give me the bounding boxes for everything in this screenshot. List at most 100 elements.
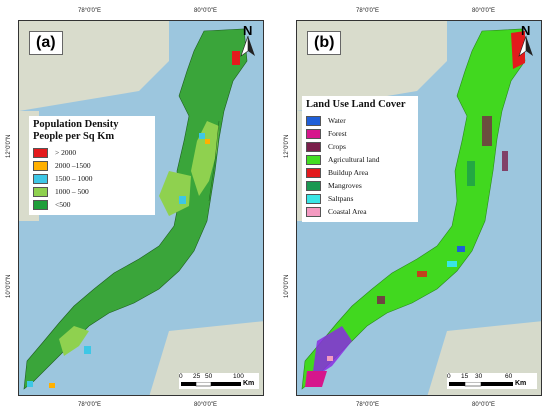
scale-label: 30: [475, 373, 483, 380]
scale-bar-graphic: [449, 382, 513, 387]
legend-label: Water: [328, 116, 346, 125]
left-tick-12n: 12°0'0"N: [284, 134, 290, 158]
legend-item: 1000 – 500: [33, 185, 151, 198]
top-tick-80e: 80°0'0"E: [472, 8, 496, 14]
left-tick-12n: 12°0'0"N: [6, 134, 12, 158]
legend-label: Buildup Area: [328, 168, 369, 177]
legend-item: Mangroves: [306, 179, 414, 192]
legend-swatch: [306, 128, 321, 139]
legend-swatch: [306, 154, 321, 165]
map-panel-b: 78°0'0"E 80°0'0"E 12°0'0"N 10°0'0"N (b) …: [282, 8, 544, 408]
legend-title-line1: Land Use Land Cover: [306, 99, 406, 110]
north-letter: N: [521, 23, 531, 38]
legend-label: 1000 – 500: [55, 187, 89, 196]
panel-label-a: (a): [29, 31, 63, 55]
crops-patch-3: [377, 296, 385, 304]
scale-unit: Km: [243, 380, 255, 387]
density-patch-1: [199, 133, 205, 139]
scale-bar-graphic: [181, 382, 241, 387]
top-tick-78e: 78°0'0"E: [356, 8, 380, 14]
legend-item: Agricultural land: [306, 153, 414, 166]
buildup-patch: [417, 271, 427, 277]
scale-bar-b: 0 15 30 60 Km: [447, 373, 537, 389]
top-tick-80e: 80°0'0"E: [194, 8, 218, 14]
panel-label-b: (b): [307, 31, 342, 55]
legend-item: 2000 –1500: [33, 159, 151, 172]
bottom-tick-78e: 78°0'0"E: [78, 402, 102, 408]
density-patch-5: [27, 381, 33, 387]
forest-patch-south: [312, 326, 352, 379]
legend-label: Mangroves: [328, 181, 362, 190]
district-boundary: [208, 120, 220, 202]
legend-swatch: [306, 167, 321, 178]
legend-lulc: Land Use Land Cover Water Forest Crops A…: [302, 96, 418, 222]
bottom-tick-78e: 78°0'0"E: [356, 402, 380, 408]
moderate-density-zone-2: [159, 171, 191, 216]
scale-label: 50: [205, 373, 213, 380]
legend-item: Saltpans: [306, 192, 414, 205]
forest-patch-tip: [305, 371, 327, 387]
saltpan-patch: [447, 261, 457, 267]
legend-label: Coastal Area: [328, 207, 367, 216]
water-patch: [457, 246, 465, 252]
legend-title-line2: People per Sq Km: [33, 131, 115, 142]
legend-item: Water: [306, 114, 414, 127]
legend-item: Buildup Area: [306, 166, 414, 179]
legend-swatch: [33, 160, 48, 171]
legend-swatch: [33, 199, 48, 210]
crops-patch-1: [482, 116, 492, 146]
bottom-tick-80e: 80°0'0"E: [194, 402, 218, 408]
scale-label: 25: [193, 373, 201, 380]
moderate-density-zone: [191, 121, 219, 196]
legend-swatch: [306, 141, 321, 152]
legend-item: > 2000: [33, 146, 151, 159]
north-arrow-b: N: [515, 23, 537, 57]
legend-title-line1: Population Density: [33, 119, 119, 130]
map-a-svg: [19, 21, 263, 395]
scale-label: 15: [461, 373, 469, 380]
scale-label: 100: [233, 373, 244, 380]
moderate-density-zone-3: [59, 326, 89, 356]
top-tick-78e: 78°0'0"E: [78, 8, 102, 14]
legend-swatch: [306, 115, 321, 126]
north-arrow-icon: [240, 36, 255, 57]
legend-label: > 2000: [55, 148, 77, 157]
legend-swatch: [306, 193, 321, 204]
north-arrow-a: N: [237, 23, 259, 57]
scale-bar-a: 0 25 50 100 Km: [179, 373, 259, 389]
coastal-area-patch: [327, 356, 333, 361]
legend-item: 1500 – 1000: [33, 172, 151, 185]
map-frame-a: (a) N Population Density People per Sq K…: [18, 20, 264, 396]
scale-label: 0: [179, 373, 183, 380]
scale-unit: Km: [515, 380, 527, 387]
legend-item: Coastal Area: [306, 205, 414, 218]
legend-item: <500: [33, 198, 151, 211]
legend-label: Forest: [328, 129, 347, 138]
high-density-chennai: [232, 51, 240, 65]
crops-patch-2: [502, 151, 508, 171]
legend-swatch: [306, 180, 321, 191]
legend-label: Agricultural land: [328, 155, 380, 164]
density-patch-3: [179, 196, 186, 204]
legend-swatch: [33, 147, 48, 158]
legend-label: Saltpans: [328, 194, 354, 203]
bottom-tick-80e: 80°0'0"E: [472, 402, 496, 408]
mangrove-patch: [467, 161, 475, 186]
legend-swatch: [306, 206, 321, 217]
legend-label: 1500 – 1000: [55, 174, 93, 183]
legend-swatch: [33, 173, 48, 184]
scale-label: 60: [505, 373, 513, 380]
north-letter: N: [243, 23, 253, 38]
north-arrow-icon: [518, 36, 533, 57]
legend-label: Crops: [328, 142, 346, 151]
scale-label: 0: [447, 373, 451, 380]
map-frame-b: (b) N Land Use Land Cover Water Forest C…: [296, 20, 542, 396]
legend-item: Forest: [306, 127, 414, 140]
legend-swatch: [33, 186, 48, 197]
legend-label: <500: [55, 200, 71, 209]
left-tick-10n: 10°0'0"N: [6, 274, 12, 298]
buildup-area-chennai: [511, 31, 525, 69]
density-patch-2: [205, 139, 210, 144]
density-patch-6: [49, 383, 55, 388]
legend-population-density: Population Density People per Sq Km > 20…: [29, 116, 155, 215]
